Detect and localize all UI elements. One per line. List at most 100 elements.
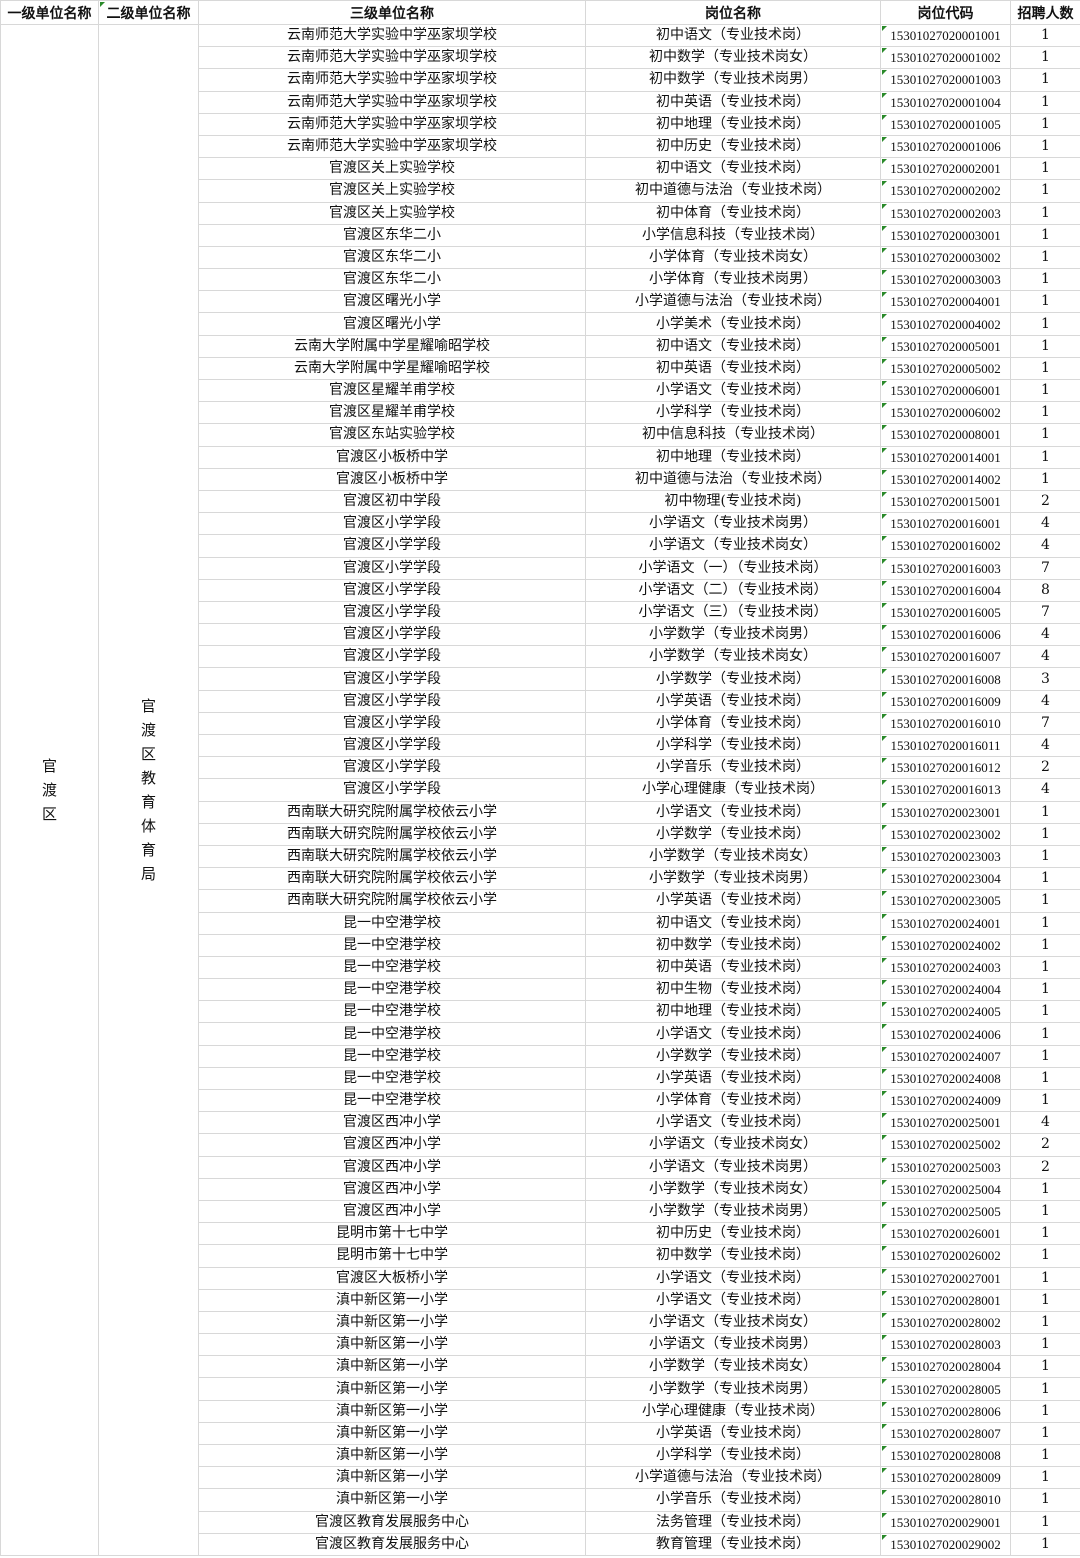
count-cell[interactable]: 1 bbox=[1010, 978, 1080, 1002]
post-code-cell[interactable]: 15301027020028008 bbox=[880, 1443, 1011, 1468]
count-cell[interactable]: 2 bbox=[1010, 489, 1080, 514]
count-cell[interactable]: 1 bbox=[1010, 1377, 1080, 1401]
post-code-cell[interactable]: 15301027020001002 bbox=[880, 46, 1011, 70]
count-cell[interactable]: 2 bbox=[1010, 1133, 1080, 1157]
level3-unit-cell[interactable]: 官渡区关上实验学校 bbox=[198, 157, 586, 181]
count-cell[interactable]: 4 bbox=[1010, 623, 1080, 647]
post-code-cell[interactable]: 15301027020024005 bbox=[880, 1000, 1011, 1024]
count-cell[interactable]: 1 bbox=[1010, 1199, 1080, 1224]
level3-unit-cell[interactable]: 官渡区关上实验学校 bbox=[198, 179, 586, 203]
level3-unit-cell[interactable]: 昆一中空港学校 bbox=[198, 1066, 586, 1091]
post-code-cell[interactable]: 15301027020028007 bbox=[880, 1421, 1011, 1446]
level3-unit-cell[interactable]: 昆一中空港学校 bbox=[198, 1088, 586, 1113]
post-code-cell[interactable]: 15301027020029002 bbox=[880, 1532, 1011, 1556]
post-code-cell[interactable]: 15301027020016011 bbox=[880, 733, 1011, 758]
level3-unit-cell[interactable]: 西南联大研究院附属学校依云小学 bbox=[198, 800, 586, 824]
count-cell[interactable]: 4 bbox=[1010, 1111, 1080, 1135]
post-name-cell[interactable]: 小学体育（专业技术岗女） bbox=[585, 245, 881, 270]
count-cell[interactable]: 1 bbox=[1010, 467, 1080, 491]
level3-unit-cell[interactable]: 官渡区小学学段 bbox=[198, 733, 586, 758]
count-cell[interactable]: 1 bbox=[1010, 1310, 1080, 1335]
level3-unit-cell[interactable]: 官渡区小学学段 bbox=[198, 556, 586, 580]
post-code-cell[interactable]: 15301027020003002 bbox=[880, 245, 1011, 270]
level3-unit-cell[interactable]: 滇中新区第一小学 bbox=[198, 1421, 586, 1446]
post-code-cell[interactable]: 15301027020024007 bbox=[880, 1044, 1011, 1068]
post-code-cell[interactable]: 15301027020002003 bbox=[880, 201, 1011, 225]
count-cell[interactable]: 1 bbox=[1010, 1510, 1080, 1534]
count-cell[interactable]: 1 bbox=[1010, 46, 1080, 70]
post-code-cell[interactable]: 15301027020016013 bbox=[880, 778, 1011, 802]
post-code-cell[interactable]: 15301027020028006 bbox=[880, 1399, 1011, 1423]
post-code-cell[interactable]: 15301027020016003 bbox=[880, 556, 1011, 580]
level3-unit-cell[interactable]: 官渡区东华二小 bbox=[198, 268, 586, 292]
level3-unit-cell[interactable]: 官渡区教育发展服务中心 bbox=[198, 1510, 586, 1534]
count-cell[interactable]: 1 bbox=[1010, 1355, 1080, 1379]
post-name-cell[interactable]: 小学科学（专业技术岗） bbox=[585, 733, 881, 758]
count-cell[interactable]: 1 bbox=[1010, 268, 1080, 292]
level3-unit-cell[interactable]: 滇中新区第一小学 bbox=[198, 1355, 586, 1379]
count-cell[interactable]: 7 bbox=[1010, 600, 1080, 625]
level3-unit-cell[interactable]: 昆一中空港学校 bbox=[198, 1000, 586, 1024]
post-code-cell[interactable]: 15301027020001001 bbox=[880, 23, 1011, 48]
count-cell[interactable]: 1 bbox=[1010, 445, 1080, 469]
level3-unit-cell[interactable]: 滇中新区第一小学 bbox=[198, 1377, 586, 1401]
post-code-cell[interactable]: 15301027020023005 bbox=[880, 889, 1011, 913]
count-cell[interactable]: 1 bbox=[1010, 201, 1080, 225]
level1-unit-cell[interactable]: 官渡区 bbox=[0, 24, 99, 1556]
post-code-cell[interactable]: 15301027020028010 bbox=[880, 1488, 1011, 1512]
count-cell[interactable]: 1 bbox=[1010, 822, 1080, 846]
post-code-cell[interactable]: 15301027020024009 bbox=[880, 1088, 1011, 1113]
level3-unit-cell[interactable]: 官渡区东华二小 bbox=[198, 245, 586, 270]
post-code-cell[interactable]: 15301027020002002 bbox=[880, 179, 1011, 203]
post-code-cell[interactable]: 15301027020006001 bbox=[880, 378, 1011, 403]
count-cell[interactable]: 1 bbox=[1010, 1022, 1080, 1046]
count-cell[interactable]: 1 bbox=[1010, 1177, 1080, 1201]
post-code-cell[interactable]: 15301027020024001 bbox=[880, 911, 1011, 935]
count-cell[interactable]: 1 bbox=[1010, 90, 1080, 114]
level3-unit-cell[interactable]: 官渡区东站实验学校 bbox=[198, 423, 586, 447]
post-code-cell[interactable]: 15301027020016007 bbox=[880, 645, 1011, 669]
post-code-cell[interactable]: 15301027020016008 bbox=[880, 667, 1011, 691]
post-name-cell[interactable]: 小学语文（专业技术岗女） bbox=[585, 1133, 881, 1157]
post-name-cell[interactable]: 初中语文（专业技术岗） bbox=[585, 23, 881, 48]
post-code-cell[interactable]: 15301027020024003 bbox=[880, 955, 1011, 980]
level3-unit-cell[interactable]: 官渡区小学学段 bbox=[198, 756, 586, 780]
post-code-cell[interactable]: 15301027020028009 bbox=[880, 1466, 1011, 1490]
count-cell[interactable]: 1 bbox=[1010, 1421, 1080, 1446]
post-name-cell[interactable]: 小学美术（专业技术岗） bbox=[585, 312, 881, 336]
post-name-cell[interactable]: 初中地理（专业技术岗） bbox=[585, 1000, 881, 1024]
post-code-cell[interactable]: 15301027020028005 bbox=[880, 1377, 1011, 1401]
post-code-cell[interactable]: 15301027020023004 bbox=[880, 867, 1011, 891]
post-name-cell[interactable]: 初中信息科技（专业技术岗） bbox=[585, 423, 881, 447]
post-name-cell[interactable]: 小学数学（专业技术岗女） bbox=[585, 844, 881, 869]
post-name-cell[interactable]: 小学语文（专业技术岗男） bbox=[585, 1333, 881, 1357]
post-name-cell[interactable]: 初中数学（专业技术岗） bbox=[585, 933, 881, 957]
count-cell[interactable]: 1 bbox=[1010, 1288, 1080, 1312]
post-code-cell[interactable]: 15301027020001004 bbox=[880, 90, 1011, 114]
post-name-cell[interactable]: 初中地理（专业技术岗） bbox=[585, 112, 881, 136]
level3-unit-cell[interactable]: 官渡区西冲小学 bbox=[198, 1111, 586, 1135]
count-cell[interactable]: 1 bbox=[1010, 1088, 1080, 1113]
post-name-cell[interactable]: 小学英语（专业技术岗） bbox=[585, 689, 881, 713]
header-post-name[interactable]: 岗位名称 bbox=[585, 0, 881, 25]
count-cell[interactable]: 1 bbox=[1010, 334, 1080, 358]
post-name-cell[interactable]: 小学音乐（专业技术岗） bbox=[585, 756, 881, 780]
post-code-cell[interactable]: 15301027020001006 bbox=[880, 134, 1011, 159]
count-cell[interactable]: 4 bbox=[1010, 733, 1080, 758]
post-code-cell[interactable]: 15301027020026002 bbox=[880, 1244, 1011, 1268]
post-code-cell[interactable]: 15301027020023002 bbox=[880, 822, 1011, 846]
count-cell[interactable]: 1 bbox=[1010, 134, 1080, 159]
post-name-cell[interactable]: 小学数学（专业技术岗） bbox=[585, 667, 881, 691]
post-name-cell[interactable]: 初中体育（专业技术岗） bbox=[585, 201, 881, 225]
count-cell[interactable]: 1 bbox=[1010, 933, 1080, 957]
post-code-cell[interactable]: 15301027020024008 bbox=[880, 1066, 1011, 1091]
post-code-cell[interactable]: 15301027020026001 bbox=[880, 1222, 1011, 1246]
post-code-cell[interactable]: 15301027020005002 bbox=[880, 356, 1011, 381]
level3-unit-cell[interactable]: 官渡区初中学段 bbox=[198, 489, 586, 514]
level3-unit-cell[interactable]: 官渡区教育发展服务中心 bbox=[198, 1532, 586, 1556]
level3-unit-cell[interactable]: 滇中新区第一小学 bbox=[198, 1310, 586, 1335]
level3-unit-cell[interactable]: 滇中新区第一小学 bbox=[198, 1333, 586, 1357]
level3-unit-cell[interactable]: 官渡区小学学段 bbox=[198, 578, 586, 602]
count-cell[interactable]: 1 bbox=[1010, 800, 1080, 824]
post-code-cell[interactable]: 15301027020024006 bbox=[880, 1022, 1011, 1046]
